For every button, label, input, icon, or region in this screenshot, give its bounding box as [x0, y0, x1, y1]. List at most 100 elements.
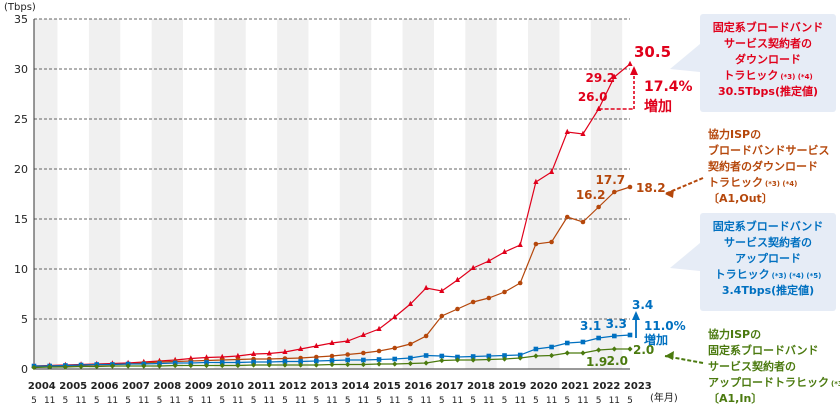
- legend-pointer: [670, 44, 700, 72]
- series-point-2: [423, 333, 429, 339]
- series-point-2: [314, 354, 319, 360]
- x-year-label: 2013: [310, 381, 338, 392]
- series-point-3: [251, 359, 256, 365]
- series-point-1: [454, 276, 461, 282]
- series-point-1: [548, 168, 555, 174]
- series-group: [31, 60, 633, 371]
- legend-text: アップロードトラヒック(*3) (*4) (*5): [708, 375, 840, 389]
- legend-notes: (*3) (*4) (*5): [772, 272, 822, 280]
- series-point-4: [172, 362, 178, 369]
- series-point-4: [376, 361, 382, 367]
- x-month-label: 11: [44, 396, 55, 406]
- x-month-label: 11: [452, 396, 463, 406]
- year-band: [151, 19, 183, 369]
- x-month-label: 5: [157, 396, 163, 406]
- series-point-4: [501, 356, 508, 362]
- y-unit-label: (Tbps): [4, 2, 36, 13]
- series-point-1: [313, 342, 319, 348]
- data-label: 3.1: [580, 319, 601, 333]
- data-label: 16.2: [576, 188, 606, 202]
- x-month-label: 5: [502, 396, 508, 406]
- x-month-label: 11: [232, 396, 243, 406]
- x-year-label: 2009: [185, 381, 213, 392]
- series-point-2: [627, 184, 633, 190]
- x-month-label: 11: [420, 396, 431, 406]
- series-point-2: [361, 350, 366, 356]
- series-point-4: [580, 350, 586, 356]
- series-point-4: [219, 362, 225, 369]
- series-point-3: [266, 359, 272, 365]
- x-month-label: 5: [282, 396, 288, 406]
- year-bands: [34, 19, 623, 369]
- x-month-label: 11: [264, 396, 275, 406]
- series-point-4: [627, 346, 633, 352]
- legend-text: ダウンロード: [735, 52, 801, 66]
- x-month-label: 11: [138, 396, 149, 406]
- x-month-label: 5: [251, 396, 257, 406]
- x-month-label: 11: [514, 396, 525, 406]
- legend-pointer: [670, 243, 700, 271]
- series-point-1: [470, 264, 476, 270]
- y-axis: 0 5 10 15 20 25 30 35(Tbps): [4, 2, 36, 376]
- series-point-4: [533, 353, 539, 359]
- series-point-4: [392, 361, 398, 367]
- series-point-3: [502, 353, 507, 358]
- legend-pointer-line: [664, 177, 704, 195]
- series-point-4: [109, 363, 116, 369]
- data-label: 26.0: [578, 90, 608, 104]
- data-label: 17.7: [596, 173, 626, 187]
- series-point-2: [612, 189, 617, 195]
- series-point-3: [486, 353, 492, 359]
- series-point-1: [376, 325, 382, 331]
- data-label: 2.0: [633, 343, 654, 357]
- series-point-4: [141, 363, 147, 369]
- legend-pointer-head: [665, 189, 674, 198]
- x-month-label: 5: [564, 396, 570, 406]
- series-point-2: [517, 280, 523, 286]
- x-month-label: 5: [31, 396, 37, 406]
- x-month-label: 11: [295, 396, 306, 406]
- year-band: [402, 19, 434, 369]
- series-point-3: [549, 344, 554, 350]
- series-point-2: [392, 345, 398, 351]
- data-label: 30.5: [634, 43, 671, 61]
- x-month-label: 5: [313, 396, 319, 406]
- series-point-2: [580, 219, 586, 225]
- x-month-label: 5: [188, 396, 194, 406]
- series-point-3: [564, 340, 570, 346]
- x-month-label: 5: [219, 396, 225, 406]
- legend-text: 30.5Tbps(推定値): [718, 84, 818, 98]
- x-month-label: 11: [326, 396, 337, 406]
- y-tick-label: 10: [14, 263, 28, 276]
- series-point-1: [439, 287, 445, 293]
- x-year-label: 2007: [122, 381, 150, 392]
- y-tick-label: 35: [14, 13, 28, 26]
- series-point-4: [298, 362, 304, 368]
- x-month-label: 5: [94, 396, 100, 406]
- series-point-1: [298, 345, 304, 351]
- series-point-2: [564, 214, 570, 220]
- series-point-3: [361, 357, 366, 363]
- series-point-2: [549, 239, 554, 245]
- x-year-label: 2004: [28, 381, 56, 392]
- x-year-label: 2010: [216, 381, 244, 392]
- series-point-1: [627, 60, 633, 66]
- series-point-4: [407, 360, 414, 367]
- x-month-label: 5: [596, 396, 602, 406]
- series-point-4: [47, 364, 53, 370]
- y-tick-label: 5: [21, 313, 28, 326]
- legend-notes: (*3) (*4) (*5): [831, 380, 840, 388]
- series-point-1: [329, 339, 335, 345]
- x-month-label: 11: [169, 396, 180, 406]
- series-point-4: [596, 347, 602, 353]
- year-band: [88, 19, 121, 369]
- x-month-label: 11: [201, 396, 212, 406]
- series-point-3: [612, 333, 617, 339]
- series-point-4: [329, 361, 335, 368]
- series-point-3: [204, 360, 209, 365]
- series-point-1: [501, 248, 508, 254]
- legend-text: 〔A1,Out〕: [708, 192, 773, 205]
- x-month-label: 11: [483, 396, 494, 406]
- series-point-3: [423, 353, 429, 358]
- y-tick-label: 20: [14, 163, 28, 176]
